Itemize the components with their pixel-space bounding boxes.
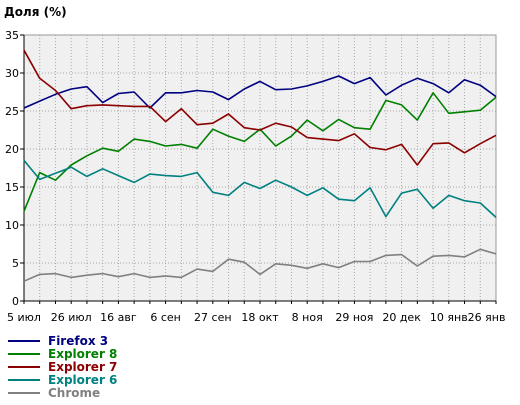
chart-title: Доля (%) (4, 5, 67, 19)
legend-label: Explorer 6 (48, 373, 117, 387)
y-tick-label: 5 (12, 257, 19, 270)
legend-item-chrome: Chrome (8, 386, 100, 400)
y-tick-label: 35 (5, 29, 19, 42)
legend-label: Explorer 7 (48, 360, 117, 374)
legend-label: Chrome (48, 386, 100, 400)
x-tick-label: 18 окт (241, 311, 279, 324)
series-line-explorer-7 (23, 49, 497, 166)
legend-item-firefox-3: Firefox 3 (8, 334, 108, 348)
x-tick-label: 29 ноя (335, 311, 373, 324)
x-tick-label: 8 ноя (292, 311, 323, 324)
y-tick-label: 15 (5, 181, 19, 194)
series-lines (23, 49, 497, 282)
x-tick-label: 20 дек (382, 311, 421, 324)
y-tick-label: 30 (5, 67, 19, 80)
x-axis: 5 июл 26 июл 16 авг 6 сен 27 сен 18 окт 8 ноя 2… (7, 300, 506, 324)
legend-item-explorer-7: Explorer 7 (8, 360, 117, 374)
x-tick-label: 26 июл (51, 311, 92, 324)
legend-label: Firefox 3 (48, 334, 108, 348)
legend-label: Explorer 8 (48, 347, 117, 361)
x-tick-label: 6 сен (150, 311, 181, 324)
x-tick-label: 26 янв (468, 311, 506, 324)
x-tick-label: 10 янв (430, 311, 468, 324)
x-tick-label: 5 июл (7, 311, 41, 324)
series-line-chrome (23, 248, 497, 282)
x-tick-label: 16 авг (100, 311, 137, 324)
legend-item-explorer-6: Explorer 6 (8, 373, 117, 387)
y-tick-label: 10 (5, 219, 19, 232)
x-tick-label: 27 сен (194, 311, 232, 324)
plot-area (23, 34, 497, 302)
y-tick-label: 25 (5, 105, 19, 118)
y-tick-label: 20 (5, 143, 19, 156)
legend-item-explorer-8: Explorer 8 (8, 347, 117, 361)
y-axis: 0 5 10 15 20 25 30 35 (5, 29, 25, 308)
series-line-firefox-3 (23, 75, 497, 109)
y-tick-label: 0 (12, 295, 19, 308)
series-line-explorer-6 (23, 159, 497, 218)
